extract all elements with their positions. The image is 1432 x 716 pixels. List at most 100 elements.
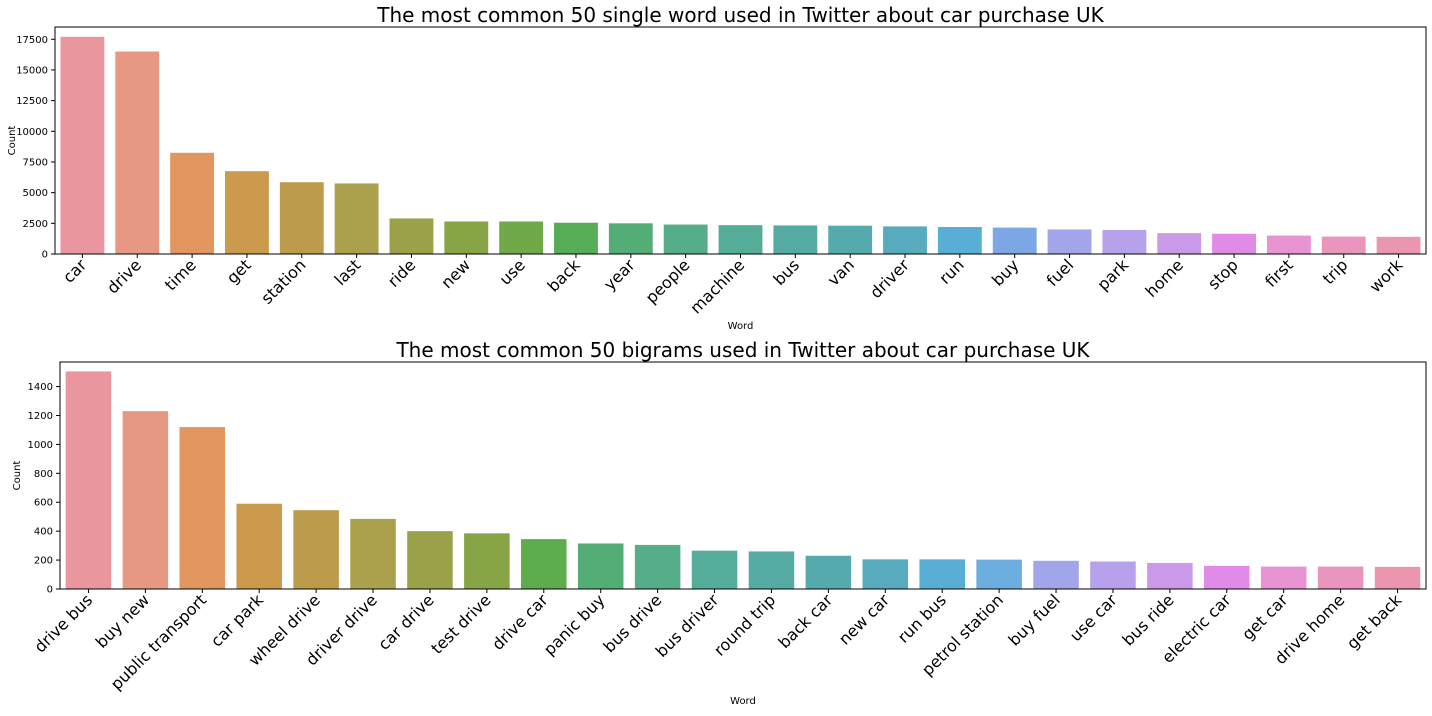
plot-frame [54, 26, 1427, 255]
x-tick-label: fuel [1043, 255, 1078, 290]
chart-title: The most common 50 bigrams used in Twitt… [395, 338, 1090, 362]
bar-get-back [1374, 566, 1421, 589]
x-tick-label: van [824, 255, 858, 289]
bar-bus [773, 225, 818, 254]
x-axis-label: Word [728, 321, 754, 332]
y-tick-label: 7500 [23, 157, 48, 168]
bar-first [1266, 235, 1311, 254]
y-tick-label: 2500 [23, 219, 48, 230]
x-tick-label: bus [769, 255, 803, 289]
bar-new-car [862, 559, 909, 589]
y-tick-label: 0 [47, 585, 53, 596]
y-tick-label: 600 [34, 498, 53, 509]
x-tick-label: time [161, 255, 200, 294]
bar-trip [1321, 236, 1366, 254]
bar-year [608, 223, 653, 254]
bar-buy-new [122, 411, 169, 589]
x-tick-label: work [1366, 255, 1407, 296]
bar-park [1102, 230, 1147, 254]
bar-panic-buy [577, 543, 624, 589]
chart-panel-2: The most common 50 bigrams used in Twitt… [12, 338, 1427, 707]
bar-drive-bus [65, 371, 112, 589]
chart-title: The most common 50 single word used in T… [376, 3, 1104, 27]
bar-home [1157, 233, 1202, 254]
bar-driver-drive [350, 518, 396, 589]
bar-new [444, 221, 489, 254]
y-tick-label: 17500 [16, 35, 48, 46]
bar-wheel-drive [293, 510, 339, 589]
bar-test-drive [464, 533, 510, 589]
bar-petrol-station [976, 559, 1022, 589]
x-tick-label: bus ride [1118, 590, 1177, 649]
x-tick-label: people [642, 255, 694, 307]
y-tick-label: 1200 [28, 411, 53, 422]
x-tick-label: run bus [894, 590, 950, 646]
y-axis-label: Count [12, 461, 23, 491]
bar-back [554, 222, 598, 254]
bar-drive-home [1317, 566, 1364, 589]
plot-frame [59, 361, 1427, 590]
y-tick-label: 800 [34, 469, 53, 480]
bar-run [937, 227, 982, 254]
x-tick-label: use car [1066, 590, 1121, 645]
x-tick-label: year [600, 255, 639, 294]
x-tick-label: bus driver [652, 590, 723, 661]
bar-car-drive [407, 531, 453, 589]
bar-stop [1212, 233, 1256, 254]
x-tick-label: park [1093, 255, 1132, 294]
x-tick-label: drive bus [30, 590, 96, 656]
bar-use-car [1090, 561, 1136, 589]
x-tick-label: back [543, 255, 584, 296]
bar-car [60, 36, 105, 254]
x-tick-label: first [1261, 255, 1297, 291]
bar-run-bus [919, 559, 965, 589]
x-tick-label: drive [103, 255, 145, 297]
y-tick-label: 12500 [16, 96, 48, 107]
bar-machine [718, 225, 763, 254]
y-tick-label: 1400 [28, 382, 53, 393]
x-tick-label: station [257, 255, 309, 307]
x-tick-label: stop [1204, 255, 1242, 293]
bar-electric-car [1204, 565, 1250, 589]
bar-bus-driver [691, 550, 738, 589]
x-tick-label: get [223, 255, 255, 287]
x-tick-label: use [496, 255, 529, 288]
bar-public-transport [179, 427, 226, 589]
bar-ride [389, 218, 434, 254]
x-tick-label: run [935, 255, 967, 287]
x-tick-label: panic buy [540, 590, 609, 659]
bar-fuel [1047, 229, 1092, 254]
bar-get-car [1260, 566, 1307, 589]
bar-get [225, 171, 269, 254]
y-tick-label: 200 [34, 556, 53, 567]
bar-use [499, 221, 544, 254]
x-tick-label: buy fuel [1005, 590, 1064, 649]
bar-round-trip [748, 551, 795, 589]
bar-back-car [805, 555, 852, 589]
y-tick-label: 400 [34, 527, 53, 538]
x-tick-label: home [1142, 255, 1188, 301]
x-tick-label: machine [686, 255, 748, 317]
bar-people [663, 224, 708, 254]
x-tick-label: car [59, 255, 91, 287]
x-axis-label: Word [730, 696, 756, 707]
x-tick-label: last [331, 255, 365, 289]
x-tick-label: new [437, 255, 474, 292]
x-tick-label: get back [1343, 590, 1406, 653]
x-tick-label: driver [866, 255, 913, 302]
x-tick-label: get car [1238, 590, 1292, 644]
x-tick-label: back car [774, 590, 836, 652]
bar-buy [992, 227, 1037, 254]
bar-van [828, 225, 873, 254]
x-tick-label: buy [988, 255, 1022, 289]
bar-last [334, 183, 379, 254]
y-tick-label: 10000 [16, 127, 48, 138]
bar-car-park [236, 503, 282, 589]
x-tick-label: test drive [427, 590, 494, 657]
x-tick-label: public transport [107, 590, 210, 693]
y-tick-label: 5000 [23, 188, 48, 199]
bar-driver [883, 226, 927, 254]
bar-station [279, 182, 324, 254]
